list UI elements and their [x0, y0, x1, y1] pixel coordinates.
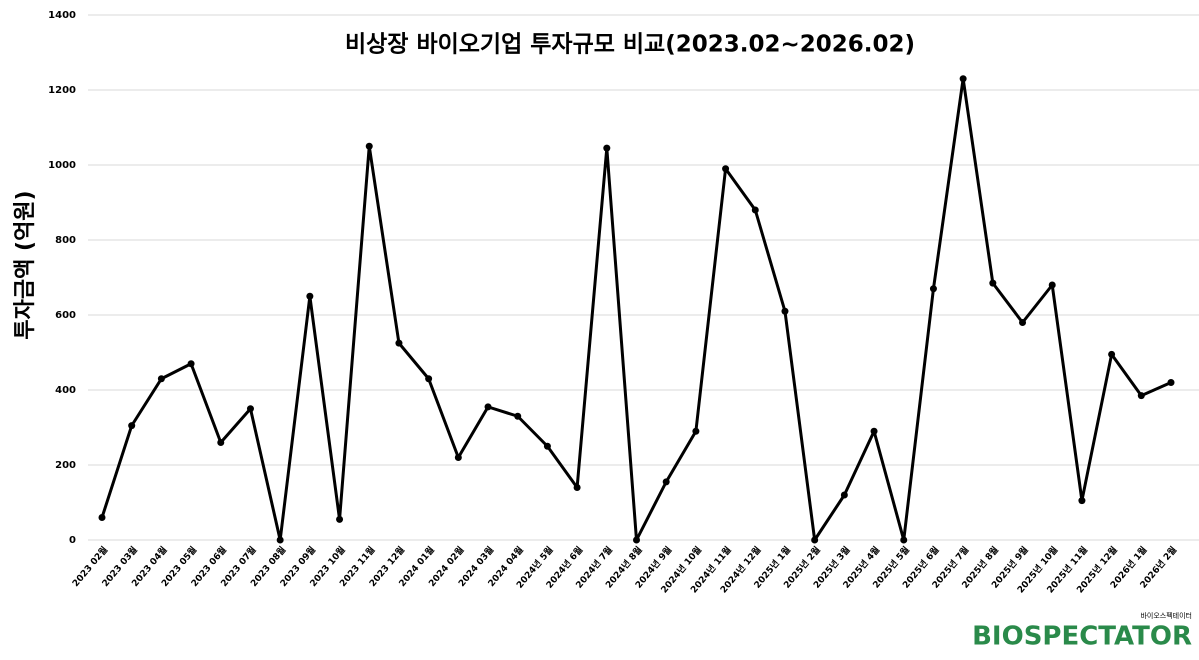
y-tick-label: 600: [55, 310, 76, 321]
y-axis-label: 투자금액 (억원): [13, 190, 38, 339]
point: [929, 285, 937, 293]
point: [306, 292, 314, 300]
y-tick-label: 1000: [48, 160, 76, 171]
point: [573, 484, 581, 491]
point: [157, 375, 165, 383]
point: [365, 142, 373, 150]
point: [514, 412, 522, 420]
point: [722, 165, 730, 173]
point: [454, 454, 462, 461]
point: [98, 514, 106, 521]
point: [1019, 319, 1027, 326]
y-tick-label: 1400: [48, 10, 76, 21]
point: [959, 75, 967, 83]
point: [336, 515, 344, 523]
point: [751, 206, 759, 214]
line: [100, 77, 1172, 542]
point: [217, 439, 225, 446]
point: [781, 307, 789, 315]
point: [128, 422, 136, 430]
point: [1108, 350, 1116, 358]
point: [425, 375, 433, 383]
point: [187, 360, 195, 368]
point: [1048, 281, 1056, 289]
point: [1167, 379, 1175, 386]
point: [840, 491, 848, 499]
y-tick-label: 0: [69, 535, 76, 546]
point: [395, 339, 403, 347]
chart-title: 비상장 바이오기업 투자규모 비교(2023.02~2026.02): [345, 32, 915, 58]
point: [662, 478, 670, 486]
point: [692, 427, 700, 435]
point: [1078, 497, 1086, 505]
point: [246, 405, 254, 413]
point: [276, 536, 284, 544]
point: [870, 427, 878, 435]
point: [603, 144, 611, 152]
point: [900, 536, 908, 544]
y-tick-label: 400: [55, 385, 76, 396]
logo-tagline: 바이오스펙테이터: [1140, 611, 1192, 620]
y-tick-label: 1200: [48, 85, 76, 96]
point: [633, 536, 640, 544]
point: [484, 403, 492, 411]
y-tick-label: 200: [55, 460, 76, 471]
point: [1137, 392, 1145, 400]
point: [811, 536, 819, 544]
y-tick-label: 800: [55, 235, 76, 246]
logo-name: BIOSPECTATOR: [972, 622, 1192, 652]
point: [989, 279, 997, 287]
point: [543, 442, 551, 450]
